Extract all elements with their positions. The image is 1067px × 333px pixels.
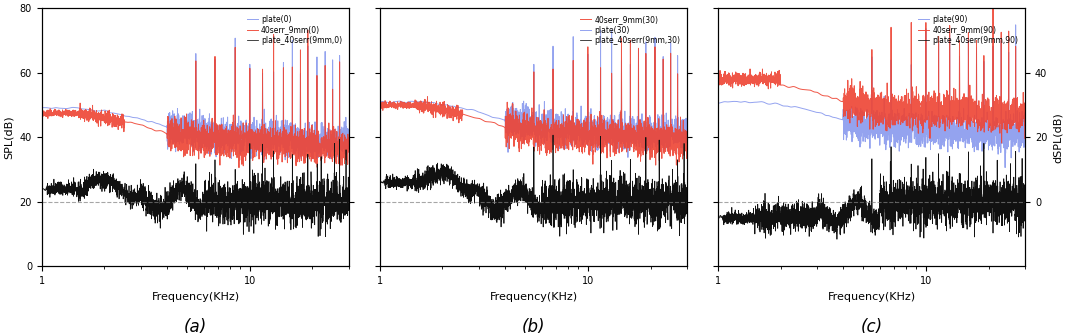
Legend: plate(0), 40serr_9mm(0), plate_40serr(9mm,0): plate(0), 40serr_9mm(0), plate_40serr(9m… (243, 12, 346, 48)
Text: (a): (a) (184, 318, 207, 333)
Text: (c): (c) (860, 318, 882, 333)
Legend: plate(90), 40serr_9mm(90), plate_40serr(9mm,90): plate(90), 40serr_9mm(90), plate_40serr(… (914, 12, 1021, 48)
Y-axis label: dSPL(dB): dSPL(dB) (1053, 112, 1063, 163)
X-axis label: Frequency(KHz): Frequency(KHz) (152, 292, 239, 302)
Text: (b): (b) (522, 318, 545, 333)
Legend: 40serr_9mm(30), plate(30), plate_40serr(9mm,30): 40serr_9mm(30), plate(30), plate_40serr(… (576, 12, 683, 48)
X-axis label: Frequency(KHz): Frequency(KHz) (828, 292, 915, 302)
Y-axis label: SPL(dB): SPL(dB) (4, 116, 14, 159)
X-axis label: Frequency(KHz): Frequency(KHz) (490, 292, 577, 302)
